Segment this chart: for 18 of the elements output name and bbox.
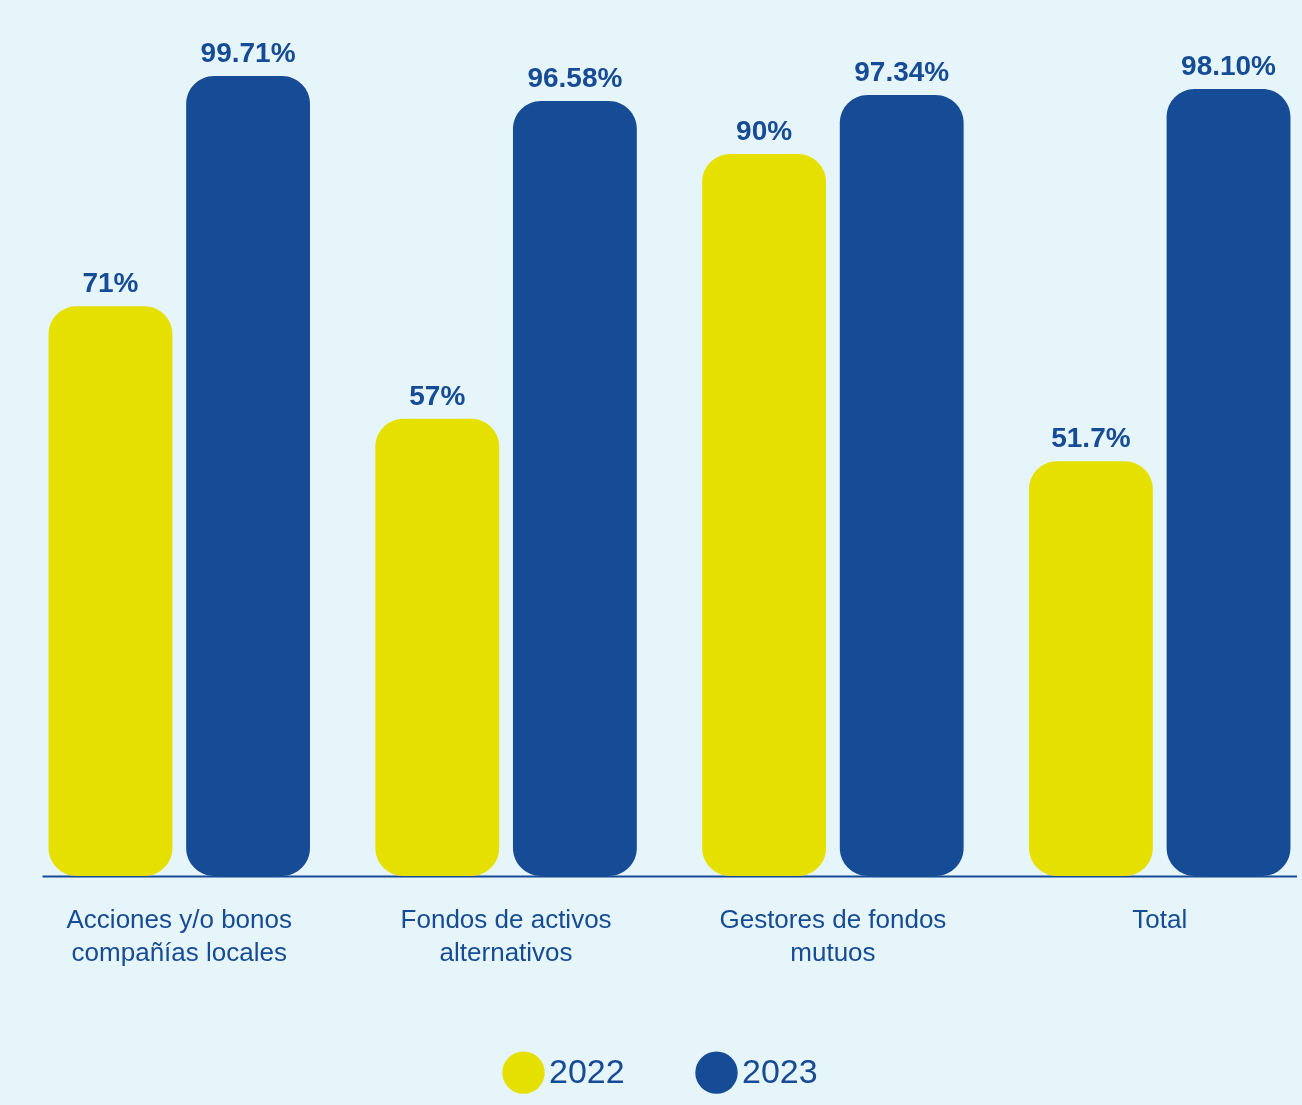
legend-label: 2023 bbox=[742, 1051, 818, 1090]
data-label: 99.71% bbox=[200, 37, 296, 68]
data-label: 51.7% bbox=[1051, 422, 1131, 454]
data-label: 97.34% bbox=[854, 56, 950, 88]
x-tick-label: Gestores de fondos mutuos bbox=[719, 903, 947, 967]
data-label: 96.58% bbox=[527, 62, 623, 94]
bar bbox=[1029, 461, 1153, 876]
data-label: 90% bbox=[736, 114, 793, 146]
legend-label: 2022 bbox=[549, 1051, 625, 1090]
bar bbox=[702, 153, 827, 876]
x-tick-label: Total bbox=[1132, 903, 1188, 934]
data-label: 71% bbox=[82, 267, 139, 299]
x-tick-label: Acciones y/o bonos compañías locales bbox=[66, 903, 292, 967]
data-label: 98.10% bbox=[1181, 49, 1277, 81]
data-label: 57% bbox=[409, 379, 466, 411]
bar bbox=[375, 418, 500, 876]
bar bbox=[48, 306, 173, 876]
x-tick-label: Fondos de activos alternativos bbox=[400, 903, 612, 967]
